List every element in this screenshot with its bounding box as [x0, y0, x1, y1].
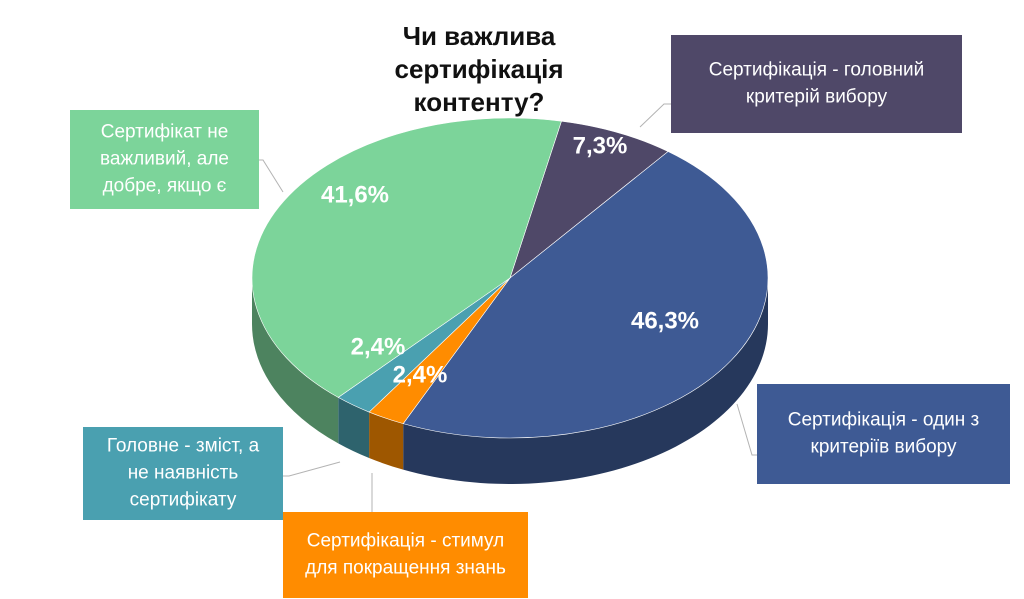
title-line-2: контенту?	[414, 87, 545, 117]
callout-box-4: Сертифікат не важливий, але добре, якщо є	[70, 110, 259, 209]
callout-text-3-2: сертифікату	[130, 490, 237, 511]
callout-text-4-0: Сертифікат не	[101, 122, 229, 143]
callout-box-bg-3	[83, 427, 283, 520]
callout-box-bg-4	[70, 110, 259, 209]
callout-box-0: Сертифікація - головний критерій вибору	[671, 35, 962, 133]
callout-text-3-0: Головне - зміст, а	[107, 436, 260, 457]
value-label-2: 2,4%	[393, 361, 448, 388]
callout-box-bg-0	[671, 35, 962, 133]
pie-top-slices	[251, 117, 769, 439]
leader-line-3	[283, 461, 341, 477]
callout-text-1-1: критеріїв вибору	[811, 437, 957, 458]
pie-slice-1	[402, 151, 769, 439]
title-line-0: Чи важлива	[403, 21, 556, 51]
callout-text-0-0: Сертифікація - головний	[709, 60, 925, 81]
slice-side-4	[252, 278, 339, 444]
callout-box-bg-2	[283, 512, 528, 598]
callout-text-4-2: добре, якщо є	[103, 176, 227, 197]
callout-box-3: Головне - зміст, а не наявність сертифікат…	[83, 427, 283, 520]
leader-line-1	[736, 403, 757, 456]
callout-box-1: Сертифікація - один з критеріїв вибору	[757, 384, 1010, 484]
value-label-1: 46,3%	[631, 307, 699, 334]
leader-line-4	[259, 159, 284, 193]
pie-side-walls	[252, 278, 768, 484]
callout-text-4-1: важливий, але	[100, 149, 229, 170]
leader-lines	[259, 103, 757, 512]
slice-value-labels: 7,3% 46,3% 2,4%2,4% 41,6%	[321, 132, 699, 388]
callout-text-0-1: критерій вибору	[746, 87, 888, 108]
callout-text-1-0: Сертифікація - один з	[788, 410, 980, 431]
callout-text-3-1: не наявність	[128, 463, 239, 484]
callout-text-2-1: для покращення знань	[305, 558, 506, 579]
pie-slice-4	[251, 117, 562, 398]
slice-side-1	[403, 278, 768, 484]
value-label-0: 7,3%	[573, 132, 628, 159]
callout-box-bg-1	[757, 384, 1010, 484]
leader-line-0	[639, 103, 671, 128]
callout-box-2: Сертифікація - стимул для покращення знан…	[283, 512, 528, 598]
pie-slice-0	[509, 120, 669, 279]
value-label-4: 41,6%	[321, 181, 389, 208]
title-line-1: сертифікація	[395, 54, 564, 84]
value-label-3: 2,4%	[351, 333, 406, 360]
slice-side-3	[338, 397, 370, 459]
callout-text-2-0: Сертифікація - стимул	[307, 531, 504, 552]
slice-side-2	[369, 412, 404, 470]
